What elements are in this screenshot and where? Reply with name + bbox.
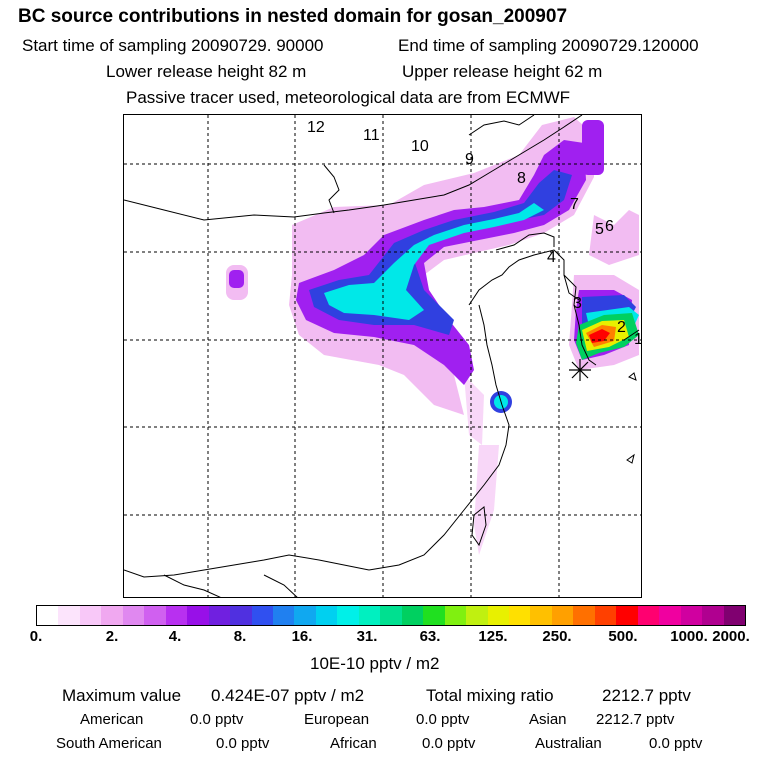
region-name: American (80, 711, 144, 728)
upper-release-label: Upper release height 62 m (402, 62, 603, 81)
colorbar-swatch (508, 606, 531, 625)
colorbar-swatch (487, 606, 509, 625)
traj-label-12: 12 (307, 119, 325, 136)
colorbar-swatch (122, 606, 145, 625)
colorbar-swatch (79, 606, 102, 625)
traj-label-3: 3 (573, 295, 582, 312)
colorbar-swatch (702, 606, 724, 625)
colorbar-swatch (358, 606, 381, 625)
colorbar-tick: 500. (608, 628, 638, 645)
colorbar (36, 605, 746, 626)
colorbar-tick: 16. (291, 628, 313, 645)
colorbar-tick: 8. (233, 628, 247, 645)
colorbar-swatch (573, 606, 595, 625)
colorbar-tick: 31. (356, 628, 378, 645)
traj-label-1: 1 (634, 331, 642, 348)
region-name: Asian (529, 711, 567, 728)
region-value: 0.0 pptv (190, 711, 244, 728)
coastline (124, 115, 640, 597)
colorbar-swatch (208, 606, 231, 625)
colorbar-swatch (101, 606, 123, 625)
traj-label-9: 9 (465, 151, 474, 168)
colorbar-swatch (315, 606, 338, 625)
colorbar-swatch (37, 606, 59, 625)
colorbar-tick: 2000. (712, 628, 750, 645)
colorbar-swatch (594, 606, 617, 625)
colorbar-swatch (58, 606, 80, 625)
colorbar-tick: 0. (29, 628, 43, 645)
colorbar-swatch (272, 606, 295, 625)
colorbar-swatch (444, 606, 467, 625)
colorbar-swatch (337, 606, 359, 625)
traj-label-4: 4 (547, 249, 556, 266)
max-value: 0.424E-07 pptv / m2 (211, 686, 365, 705)
region-value: 0.0 pptv (649, 735, 703, 752)
colorbar-swatch (230, 606, 252, 625)
colorbar-swatch (551, 606, 574, 625)
end-time-label: End time of sampling 20090729.120000 (398, 36, 699, 55)
graticule (124, 115, 641, 597)
tracer-info-label: Passive tracer used, meteorological data… (126, 88, 571, 107)
colorbar-units: 10E-10 pptv / m2 (310, 654, 440, 673)
colorbar-swatch (187, 606, 209, 625)
colorbar-swatch (251, 606, 273, 625)
traj-label-6: 6 (605, 218, 614, 235)
region-name: European (304, 711, 370, 728)
colorbar-tick: 250. (542, 628, 572, 645)
region-name: South American (56, 735, 162, 752)
colorbar-swatch (466, 606, 488, 625)
max-value-label: Maximum value (62, 686, 182, 705)
traj-label-11: 11 (363, 127, 380, 144)
colorbar-swatch (530, 606, 552, 625)
region-value: 0.0 pptv (422, 735, 476, 752)
colorbar-swatch (380, 606, 402, 625)
start-time-label: Start time of sampling 20090729. 90000 (22, 36, 324, 55)
region-name: Australian (535, 735, 602, 752)
lower-release-label: Lower release height 82 m (106, 62, 307, 81)
colorbar-tick: 63. (419, 628, 441, 645)
colorbar-swatch (423, 606, 445, 625)
colorbar-tick: 125. (478, 628, 508, 645)
colorbar-swatch (401, 606, 424, 625)
traj-label-5: 5 (595, 221, 604, 238)
colorbar-tick: 4. (168, 628, 182, 645)
colorbar-swatch (659, 606, 681, 625)
region-name: African (330, 735, 377, 752)
plume-hotspot (576, 313, 639, 360)
colorbar-swatch (637, 606, 660, 625)
colorbar-tick: 2. (105, 628, 119, 645)
total-mixing-label: Total mixing ratio (426, 686, 554, 705)
colorbar-tick: 1000. (670, 628, 708, 645)
colorbar-swatch (616, 606, 638, 625)
total-mixing-value: 2212.7 pptv (602, 686, 691, 705)
traj-label-8: 8 (517, 170, 526, 187)
traj-label-7: 7 (570, 196, 579, 213)
region-value: 2212.7 pptv (596, 711, 675, 728)
colorbar-swatch (165, 606, 188, 625)
region-value: 0.0 pptv (416, 711, 470, 728)
colorbar-swatch (144, 606, 166, 625)
colorbar-swatch (680, 606, 703, 625)
colorbar-swatch (294, 606, 316, 625)
traj-label-10: 10 (411, 138, 429, 155)
page-title: BC source contributions in nested domain… (18, 6, 568, 27)
concentration-map: 1 2 3 4 5 6 7 8 9 10 11 12 (123, 114, 642, 598)
receptor-star-icon (569, 359, 591, 381)
traj-label-2: 2 (617, 319, 626, 336)
region-value: 0.0 pptv (216, 735, 270, 752)
colorbar-swatch (723, 606, 745, 625)
